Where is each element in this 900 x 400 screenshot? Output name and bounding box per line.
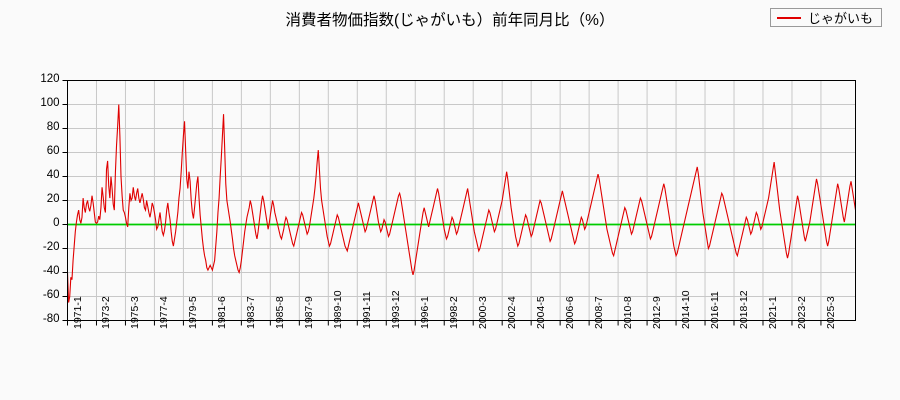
axis-frame [67,80,856,321]
gridlines [67,80,856,321]
x-axis-tick-label: 2014-10 [680,289,693,329]
x-axis-tick-label: 1971-1 [71,295,84,329]
x-axis-tick-label: 1993-12 [390,289,403,329]
x-axis-tick-label: 1996-1 [419,295,432,329]
x-axis-tick-label: 1987-9 [303,295,316,329]
data-series-line [66,104,857,303]
x-axis-tick-label: 2000-3 [477,295,490,329]
chart-legend: じゃがいも [769,8,882,27]
x-axis-tick-label: 1989-10 [332,289,345,329]
x-axis-ticks [67,320,822,326]
legend-label: じゃがいも [807,11,873,26]
y-axis-tick-label: -40 [42,264,60,277]
x-axis-tick-label: 1977-4 [158,295,171,329]
y-axis-tick-label: -60 [42,288,60,301]
x-axis-tick-label: 2012-9 [651,295,664,329]
x-axis-tick-label: 2004-5 [535,295,548,329]
x-axis-tick-label: 2025-3 [824,295,837,329]
x-axis-tick-label: 2006-6 [564,295,577,329]
y-axis-tick-label: 20 [46,192,60,205]
chart-title: 消費者物価指数(じゃがいも）前年同月比（%） [285,12,615,29]
y-axis-tick-label: 120 [40,72,60,85]
y-axis-tick-label: 0 [53,216,60,229]
y-axis-tick-label: 60 [46,144,60,157]
x-axis-tick-label: 2018-12 [738,289,750,329]
x-axis-tick-label: 1975-3 [129,295,142,329]
x-axis-tick-label: 1998-2 [448,295,461,329]
y-axis-ticks [62,80,68,321]
x-axis-tick-label: 2016-11 [709,290,722,329]
y-axis-tick-label: -80 [42,312,60,325]
x-axis-tick-label: 1991-11 [361,290,374,329]
x-axis-tick-label: 2008-7 [593,295,606,329]
x-axis-tick-label: 1973-2 [100,295,113,329]
x-axis-tick-label: 2021-1 [766,295,779,329]
y-axis-tick-label: 80 [46,120,60,133]
y-axis-tick-label: 100 [40,96,60,109]
legend-color-swatch [776,16,801,19]
y-axis-tick-label: 40 [46,168,60,181]
x-axis-tick-label: 2023-2 [795,295,808,329]
x-axis-tick-label: 2010-8 [622,295,635,329]
x-axis-tick-label: 1979-5 [187,295,200,329]
y-axis-tick-label: -20 [42,240,60,253]
x-axis-tick-label: 1985-8 [274,295,287,329]
x-axis-tick-label: 1983-7 [245,295,258,329]
x-axis-tick-label: 1981-6 [216,295,229,329]
x-axis-tick-label: 2002-4 [506,295,519,329]
